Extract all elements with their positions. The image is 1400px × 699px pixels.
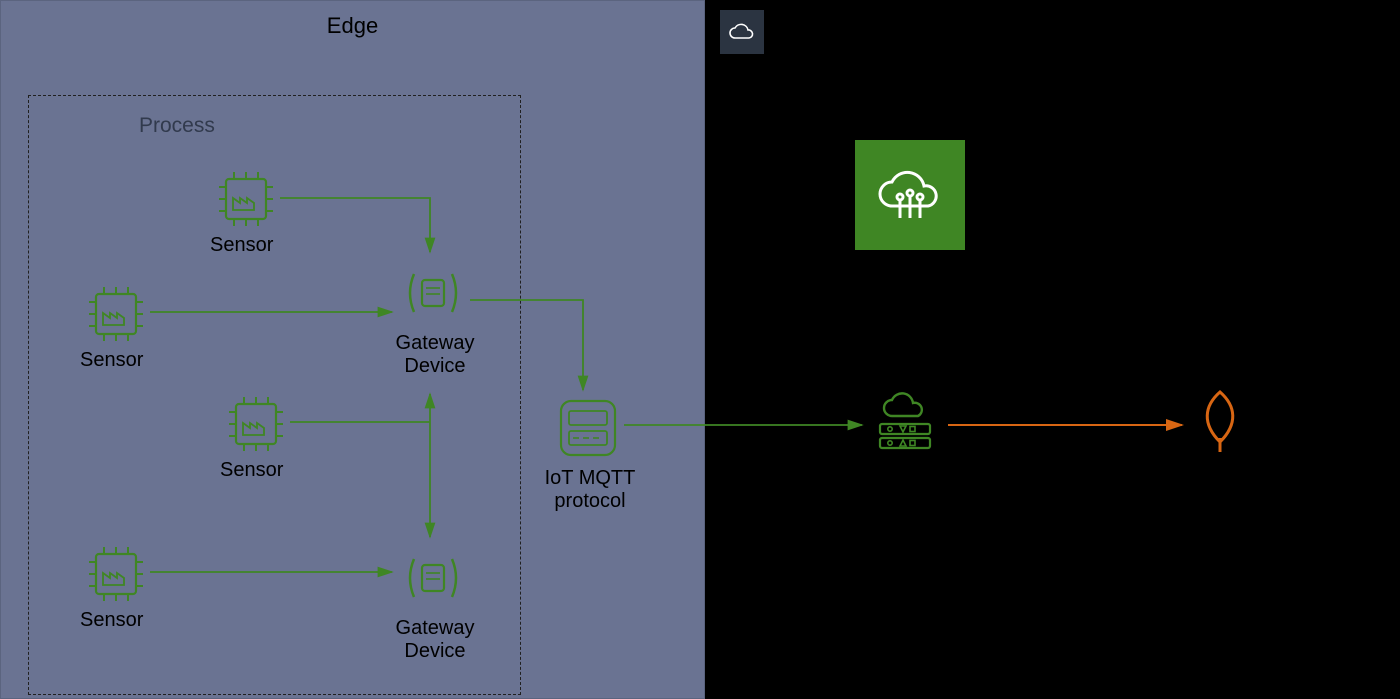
sensor2-label: Sensor xyxy=(80,349,143,372)
gateway-icon xyxy=(400,260,466,326)
gateway2-label: Gateway Device xyxy=(390,617,480,663)
cloud-region xyxy=(705,0,1400,699)
sensor3-icon xyxy=(225,395,287,453)
sensor2-icon xyxy=(85,285,147,343)
mongodb-icon xyxy=(1190,388,1250,454)
iot-cloud-icon xyxy=(870,160,950,230)
mqtt-protocol-icon xyxy=(555,395,621,461)
sensor4-label: Sensor xyxy=(80,609,143,632)
iotcore-service-icon xyxy=(855,140,965,250)
mqtt-label: IoT MQTT protocol xyxy=(540,467,640,513)
sensor1-label: Sensor xyxy=(210,234,273,257)
gateway-icon xyxy=(400,545,466,611)
leaf-icon xyxy=(1190,388,1250,454)
process-label: Process xyxy=(139,114,215,138)
chip-icon xyxy=(215,170,277,228)
gateway2-icon xyxy=(400,545,466,611)
sensor1-icon xyxy=(215,170,277,228)
sensor3-label: Sensor xyxy=(220,459,283,482)
gateway1-label: Gateway Device xyxy=(390,332,480,378)
sensor4-icon xyxy=(85,545,147,603)
chip-icon xyxy=(85,545,147,603)
diagram-canvas: Edge Process xyxy=(0,0,1400,699)
edge-region-title: Edge xyxy=(1,13,704,39)
cloud-icon xyxy=(727,21,757,43)
gateway1-icon xyxy=(400,260,466,326)
cloud-over-rack-icon xyxy=(870,392,940,452)
chip-icon xyxy=(85,285,147,343)
mqtt-icon xyxy=(555,395,621,461)
iotcore-device-icon xyxy=(870,392,940,452)
chip-icon xyxy=(225,395,287,453)
cloud-badge xyxy=(720,10,764,54)
